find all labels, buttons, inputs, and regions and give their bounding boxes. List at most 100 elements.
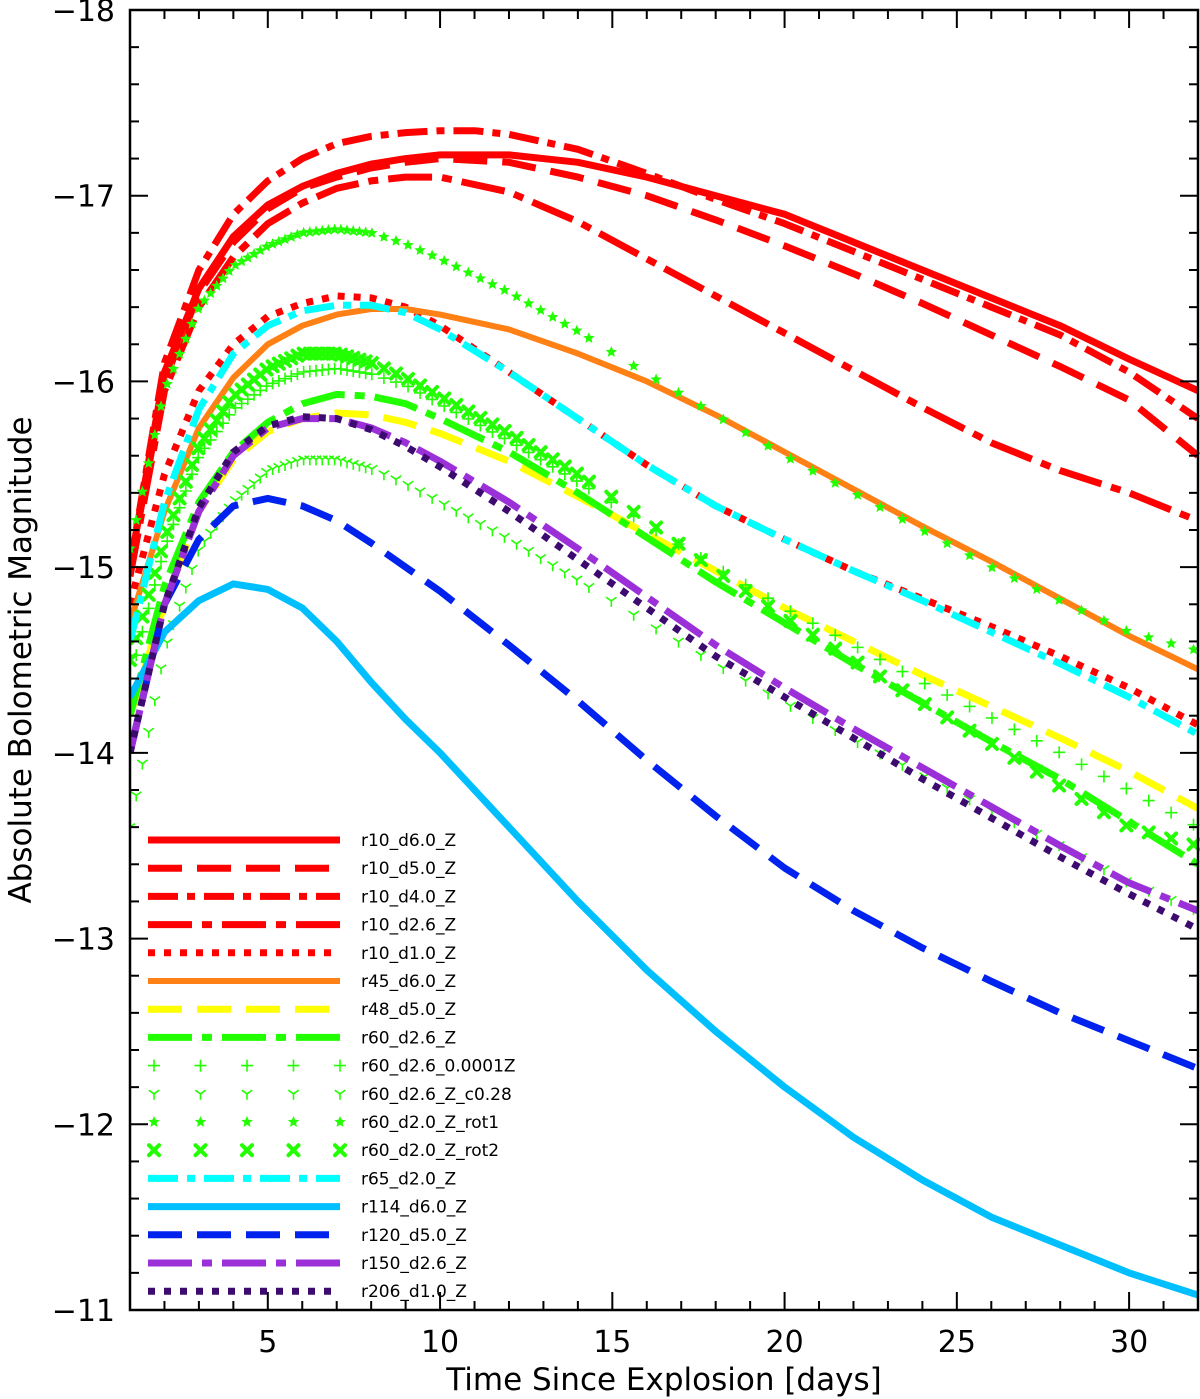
series-marker xyxy=(322,224,335,235)
series-marker xyxy=(510,290,523,302)
series-marker xyxy=(805,627,820,642)
series-marker xyxy=(498,284,511,295)
series-marker xyxy=(353,461,366,472)
series-marker xyxy=(334,1059,346,1072)
series-marker xyxy=(341,457,353,469)
legend-label: r48_d5.0_Z xyxy=(361,1000,456,1020)
series-marker xyxy=(402,380,415,393)
series-marker xyxy=(739,426,752,438)
series-marker xyxy=(333,1143,347,1158)
series-marker xyxy=(328,223,341,235)
y-axis-label: Absolute Bolometric Magnitude xyxy=(3,416,39,903)
series-marker xyxy=(366,227,378,238)
series-marker xyxy=(166,508,181,523)
legend-entry: r150_d2.6_Z xyxy=(148,1254,467,1274)
legend-entry: r65_d2.0_Z xyxy=(148,1169,456,1189)
legend: r10_d6.0_Z r10_d5.0_Z r10_d4.0_Z r10_d2.6_Z… xyxy=(147,831,516,1302)
legend-label: r60_d2.0_Z_rot1 xyxy=(361,1113,499,1133)
series-marker xyxy=(1075,758,1088,771)
legend-entry: r10_d1.0_Z xyxy=(148,944,456,964)
series-marker xyxy=(173,601,186,612)
series-marker xyxy=(963,549,976,561)
series-marker xyxy=(534,553,547,565)
series-marker xyxy=(180,332,192,344)
series-marker xyxy=(347,459,359,470)
series-marker xyxy=(1029,764,1044,779)
y-tick-label: −12 xyxy=(52,1108,115,1143)
series-marker xyxy=(341,364,354,377)
series-r10_d2.6_Z xyxy=(130,173,1200,578)
series-marker xyxy=(235,490,248,501)
series-marker xyxy=(142,727,155,738)
legend-entry: r45_d6.0_Z xyxy=(148,972,456,992)
series-marker xyxy=(546,460,559,473)
series-marker xyxy=(522,297,535,309)
ticks-layer: 5 10 15 20 25 30 −11 −12 −13 −14 −15 −16 −17 −18 xyxy=(52,0,1199,1360)
series-marker xyxy=(874,653,887,666)
series-marker xyxy=(297,226,310,238)
series-marker xyxy=(287,1059,300,1072)
series-marker xyxy=(266,377,279,390)
series-marker xyxy=(918,677,931,690)
series-marker xyxy=(1120,624,1132,636)
series-marker xyxy=(941,688,954,701)
series-marker xyxy=(807,464,819,476)
series-marker xyxy=(485,417,500,432)
series-marker xyxy=(211,279,223,291)
series-marker xyxy=(895,683,910,698)
y-tick-label: −13 xyxy=(52,923,115,958)
series-marker xyxy=(571,324,583,336)
series-marker xyxy=(605,346,617,357)
series-marker xyxy=(498,432,511,445)
series-marker xyxy=(462,412,475,425)
series-marker xyxy=(287,1116,300,1127)
series-marker xyxy=(940,710,955,725)
x-tick-label: 20 xyxy=(765,1325,803,1360)
series-marker xyxy=(1143,631,1155,643)
legend-label: r206_d1.0_Z xyxy=(361,1282,467,1302)
series-marker xyxy=(341,224,353,236)
y-tick-label: −11 xyxy=(52,1294,115,1329)
legend-label: r10_d6.0_Z xyxy=(361,831,456,851)
series-marker xyxy=(986,561,998,573)
legend-label: r10_d4.0_Z xyxy=(361,887,456,907)
series-marker xyxy=(198,294,211,306)
series-marker xyxy=(229,259,242,270)
legend-entry: r60_d2.6_Z xyxy=(148,1028,456,1048)
x-tick-label: 30 xyxy=(1110,1325,1148,1360)
series-marker xyxy=(449,398,464,413)
series-marker xyxy=(558,467,571,480)
y-tick-label: −18 xyxy=(52,0,115,29)
series-marker xyxy=(626,504,641,519)
series-marker xyxy=(130,542,136,554)
series-marker xyxy=(425,385,440,400)
series-layer xyxy=(130,127,1200,1299)
legend-entry: r206_d1.0_Z xyxy=(148,1282,467,1302)
series-marker xyxy=(462,513,474,524)
series-marker xyxy=(310,225,322,237)
series-marker xyxy=(473,411,488,426)
legend-entry: r114_d6.0_Z xyxy=(148,1198,467,1218)
series-marker xyxy=(583,582,595,593)
series-marker xyxy=(185,458,200,472)
series-marker xyxy=(438,399,451,412)
series-marker xyxy=(1165,637,1177,649)
series-marker xyxy=(335,456,347,467)
series-marker xyxy=(155,664,167,675)
series-marker xyxy=(1119,818,1134,833)
series-marker xyxy=(438,500,450,511)
series-marker xyxy=(1187,643,1200,655)
series-marker xyxy=(1098,614,1110,626)
series-marker xyxy=(167,363,180,374)
series-marker xyxy=(873,669,888,684)
series-marker xyxy=(851,489,864,500)
legend-label: r114_d6.0_Z xyxy=(361,1198,467,1218)
series-marker xyxy=(1075,604,1088,616)
series-marker xyxy=(136,759,149,770)
series-marker xyxy=(1074,791,1089,806)
x-tick-label: 25 xyxy=(938,1325,976,1360)
series-marker xyxy=(365,368,378,381)
series-marker xyxy=(235,255,248,267)
series-r10_d6.0_Z xyxy=(130,151,1200,568)
series-marker xyxy=(1053,746,1066,759)
